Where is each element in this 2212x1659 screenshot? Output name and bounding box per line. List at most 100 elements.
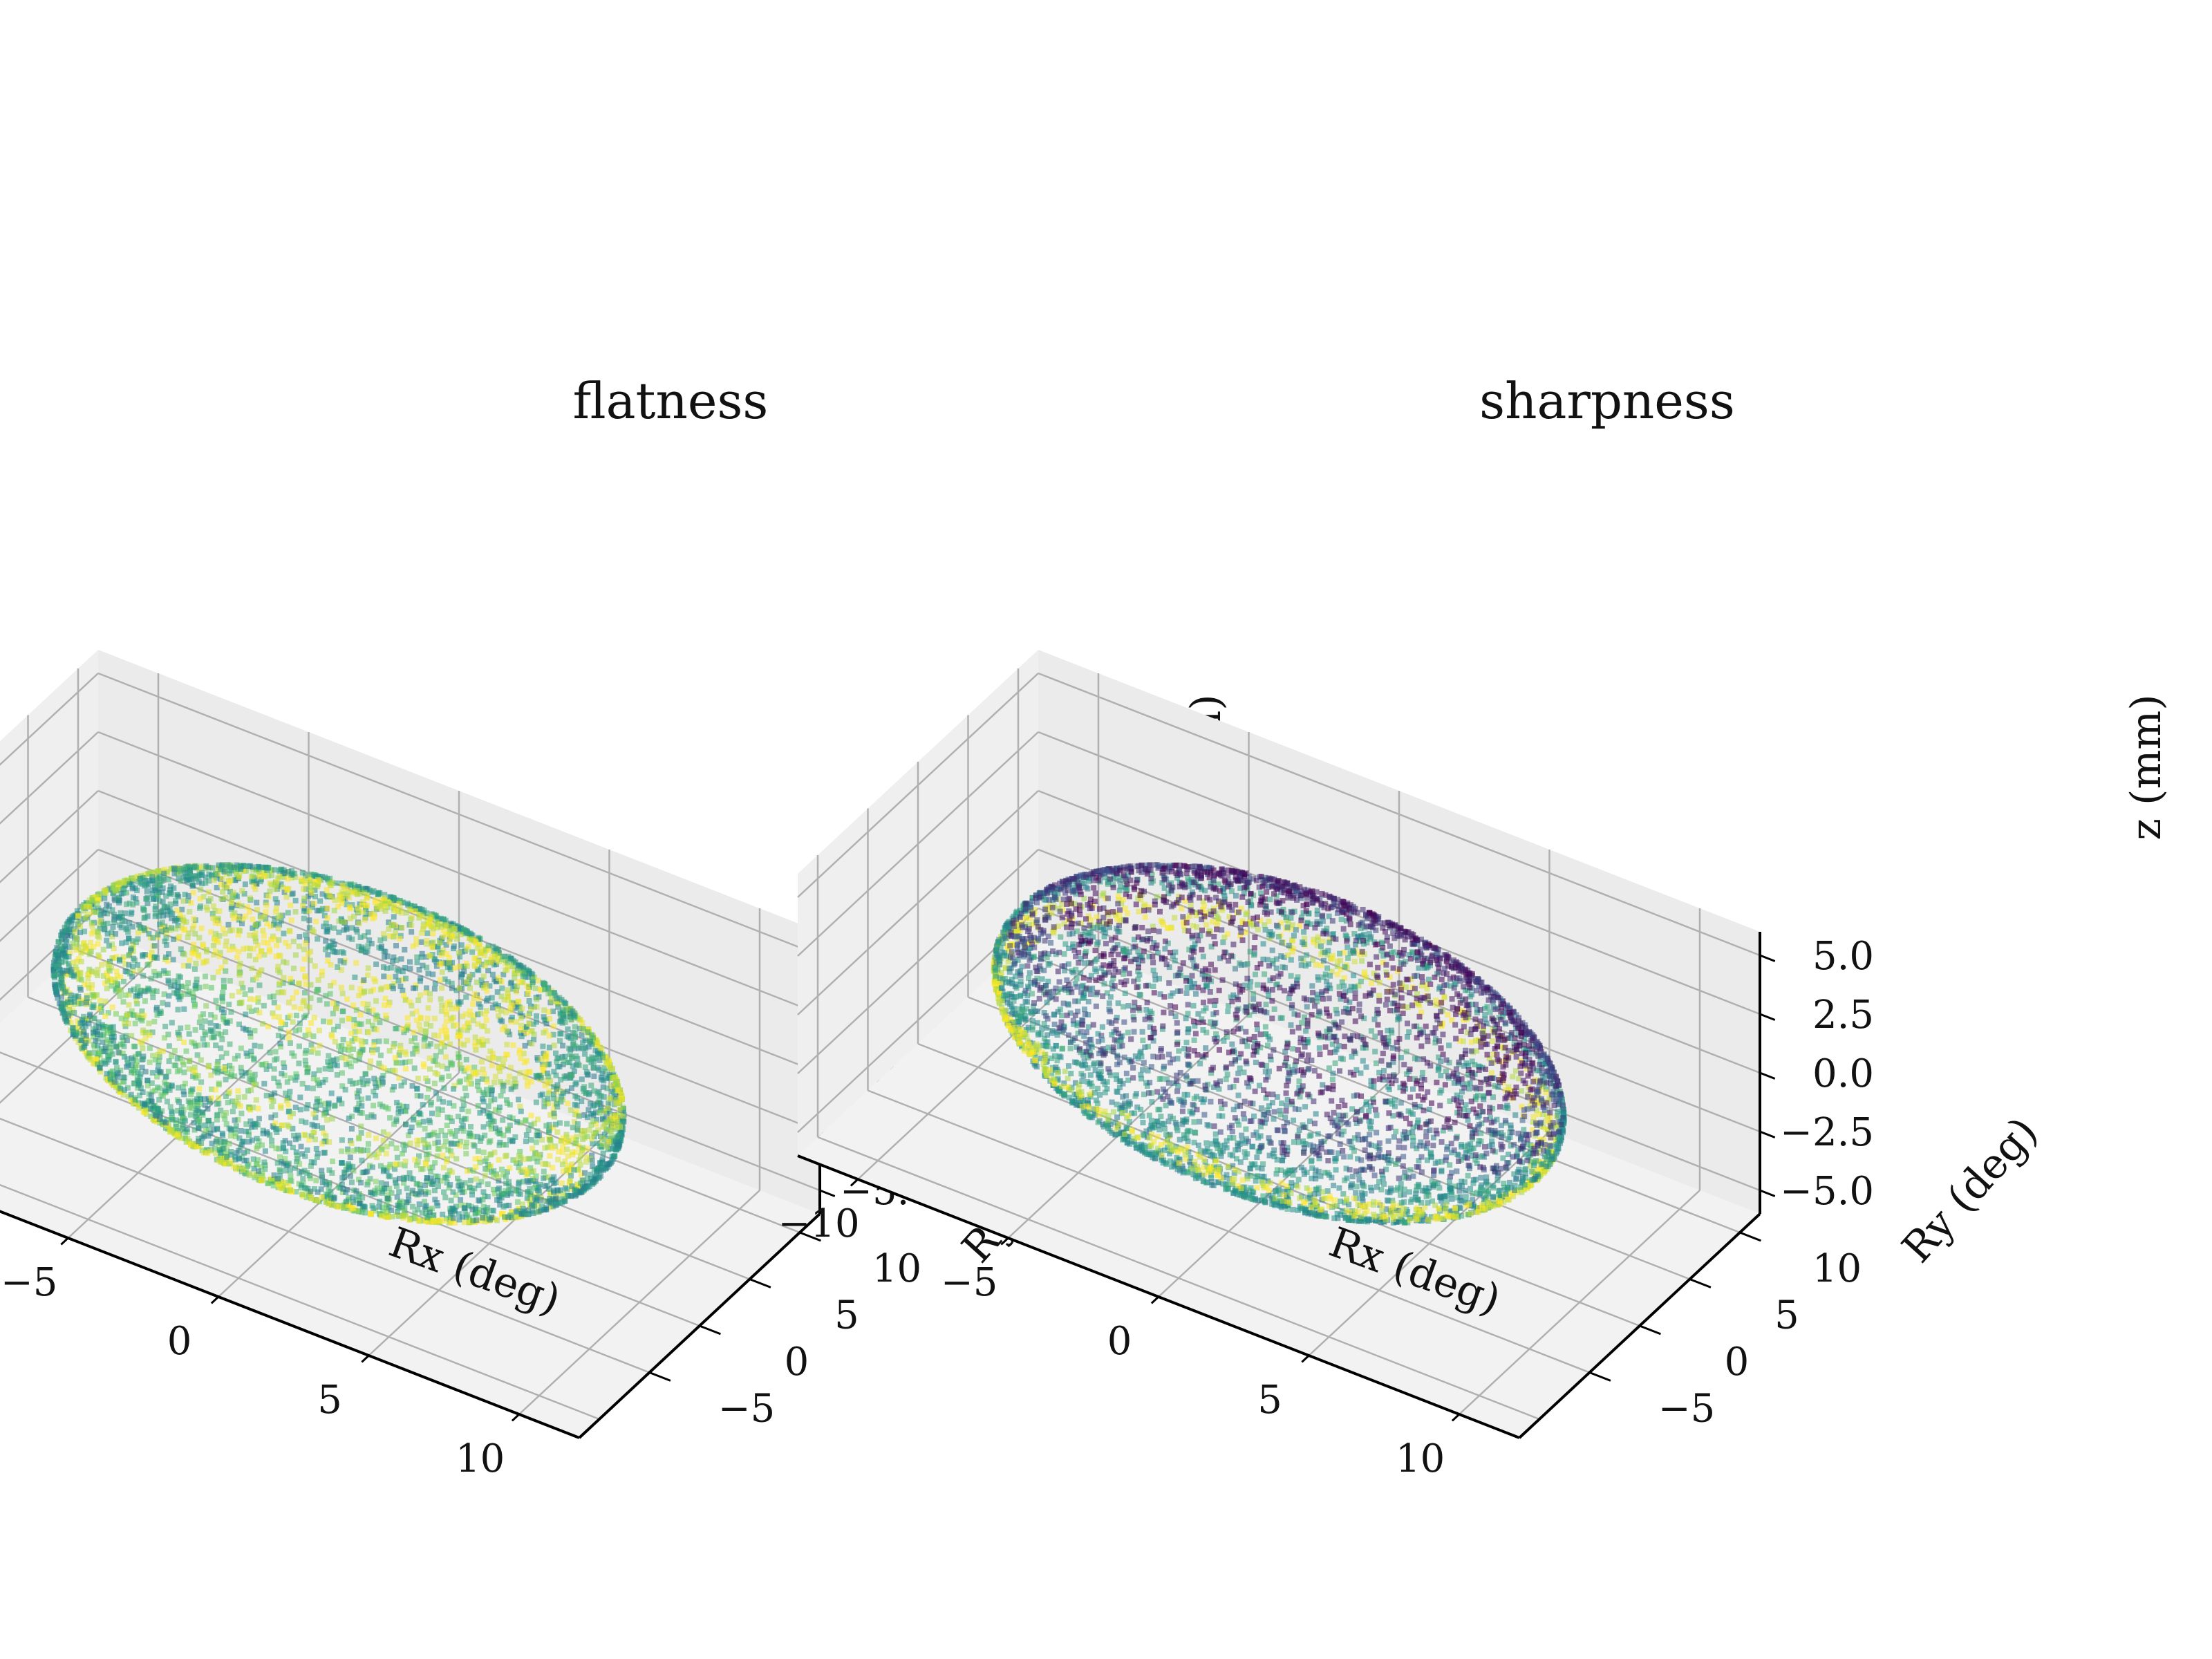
data-point <box>572 1030 578 1036</box>
grid-line <box>77 949 800 1234</box>
data-point <box>400 1026 406 1032</box>
data-point <box>243 868 250 874</box>
data-point <box>319 906 326 912</box>
data-point <box>512 967 518 973</box>
data-point <box>229 912 236 918</box>
data-point <box>327 991 333 997</box>
data-point <box>228 1149 234 1155</box>
data-point <box>346 1044 353 1050</box>
data-point <box>489 954 495 960</box>
data-point <box>233 1166 239 1172</box>
data-point <box>185 1138 191 1145</box>
data-point <box>268 1179 274 1185</box>
data-point <box>578 1180 584 1186</box>
data-point <box>483 959 489 966</box>
data-point <box>480 1067 486 1073</box>
data-point <box>209 865 216 871</box>
data-point <box>63 988 69 995</box>
data-point <box>383 1038 389 1044</box>
data-point <box>285 1160 292 1166</box>
data-point <box>188 900 194 906</box>
data-point <box>346 1161 352 1167</box>
data-point <box>324 1001 330 1007</box>
data-point <box>367 1065 373 1071</box>
data-point <box>577 1017 583 1023</box>
data-point <box>378 897 384 903</box>
data-point <box>578 1128 584 1134</box>
data-point <box>283 1179 290 1185</box>
data-point <box>190 864 196 870</box>
data-point <box>588 1100 594 1107</box>
data-point <box>142 998 148 1004</box>
data-point <box>395 977 402 984</box>
data-point <box>118 1085 124 1091</box>
data-point <box>429 944 435 950</box>
data-point <box>589 1136 595 1142</box>
data-point <box>225 883 231 890</box>
data-point <box>525 1207 532 1213</box>
data-point <box>176 1035 182 1042</box>
data-point <box>425 921 431 928</box>
data-point <box>371 910 377 917</box>
data-point <box>149 990 156 996</box>
data-point <box>525 987 532 993</box>
data-point <box>496 1056 502 1062</box>
data-point <box>338 967 344 973</box>
data-point <box>302 872 308 879</box>
data-point <box>603 1060 610 1066</box>
data-point <box>600 1054 606 1060</box>
data-point <box>554 998 561 1004</box>
data-point <box>187 908 193 915</box>
data-point <box>180 1125 186 1132</box>
data-point <box>148 1092 154 1098</box>
data-point <box>507 1122 513 1128</box>
data-point <box>370 1022 376 1029</box>
data-point <box>268 1176 274 1182</box>
data-point <box>489 995 495 1001</box>
data-point <box>259 1142 265 1148</box>
data-point <box>303 1047 309 1053</box>
data-point <box>387 894 393 900</box>
data-point <box>513 1019 519 1025</box>
data-point <box>528 1112 534 1118</box>
data-point <box>594 1055 600 1061</box>
data-point <box>261 913 268 919</box>
data-point <box>507 1102 513 1108</box>
data-point <box>272 1112 279 1118</box>
data-point <box>185 991 191 997</box>
data-point <box>439 985 445 991</box>
data-point <box>371 1076 377 1082</box>
data-point <box>187 871 193 877</box>
data-point <box>110 1024 116 1030</box>
data-point <box>185 1136 191 1142</box>
data-point <box>243 1167 249 1173</box>
data-point <box>256 871 262 877</box>
data-point <box>184 1126 190 1132</box>
data-point <box>144 896 150 902</box>
data-point <box>565 1100 571 1107</box>
data-point <box>348 1179 355 1185</box>
data-point <box>363 910 369 917</box>
data-point <box>582 1064 588 1070</box>
data-point <box>156 1062 162 1069</box>
data-point <box>209 910 216 917</box>
data-point <box>126 900 133 906</box>
data-point <box>438 1178 444 1184</box>
data-point <box>517 1070 523 1076</box>
data-point <box>505 1051 511 1058</box>
data-point <box>68 929 74 935</box>
data-point <box>252 996 258 1002</box>
data-point <box>599 1046 605 1052</box>
data-point <box>585 1184 591 1190</box>
data-point <box>353 1007 359 1013</box>
data-point <box>559 1180 565 1186</box>
data-point <box>348 984 355 991</box>
data-point <box>449 1017 455 1023</box>
data-point <box>348 1030 355 1036</box>
data-point <box>312 874 319 880</box>
data-point <box>89 968 95 975</box>
data-point <box>168 865 174 872</box>
data-point <box>79 977 85 983</box>
data-point <box>197 1096 203 1102</box>
data-point <box>104 973 111 980</box>
